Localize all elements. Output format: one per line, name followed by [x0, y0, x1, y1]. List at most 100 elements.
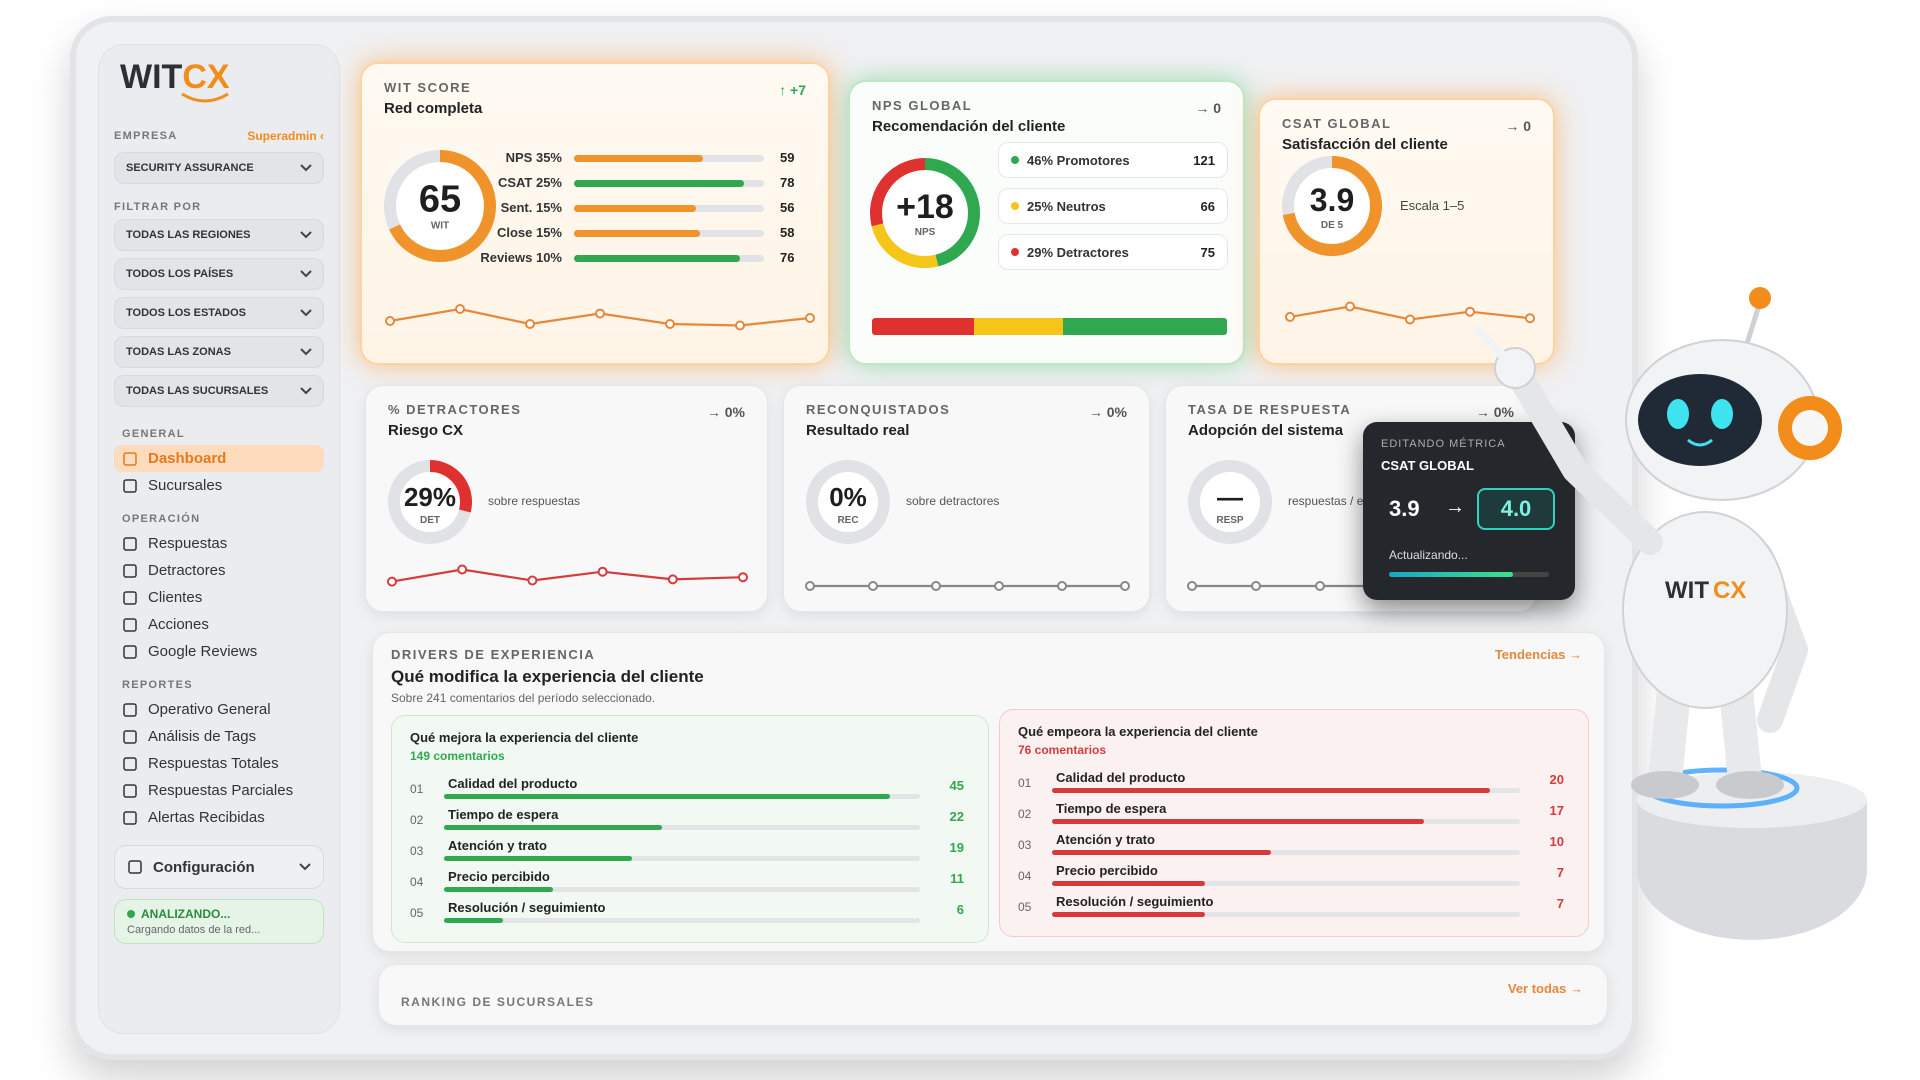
filter-text: TODOS LOS ESTADOS — [126, 307, 246, 319]
icon-shape — [123, 810, 137, 825]
sparkline-dot — [1405, 314, 1415, 325]
sparkline-dot — [1525, 313, 1535, 324]
driver-label: Tiempo de espera — [448, 807, 559, 822]
driver-rank: 04 — [410, 875, 424, 889]
driver-label: Atención y trato — [1056, 832, 1155, 847]
nav-icon — [123, 617, 137, 632]
sparkline-dot — [931, 581, 941, 591]
gauge-arc — [384, 150, 496, 262]
card-delta: → 0% — [1475, 404, 1514, 420]
driver-rank: 03 — [410, 844, 424, 858]
driver-label: Calidad del producto — [448, 776, 578, 791]
driver-label: Tiempo de espera — [1056, 801, 1167, 816]
filter-select[interactable]: TODAS LAS REGIONES — [114, 219, 324, 251]
filter-select[interactable]: TODAS LAS ZONAS — [114, 336, 324, 368]
card-label: CSAT GLOBAL — [1282, 116, 1392, 131]
card-title: Riesgo CX — [388, 422, 464, 439]
filter-select[interactable]: TODOS LOS PAÍSES — [114, 258, 324, 290]
driver-label: Resolución / seguimiento — [448, 900, 606, 915]
nav-item[interactable]: Operativo General — [114, 696, 324, 723]
company-name: SECURITY ASSURANCE — [126, 162, 254, 174]
nav-item[interactable]: Acciones — [114, 611, 324, 638]
sparkline — [385, 304, 815, 331]
nav-item[interactable]: Sucursales — [114, 472, 324, 499]
status-text: Cargando datos de la red... — [127, 924, 261, 936]
driver-value: 17 — [1549, 803, 1564, 818]
filter-select[interactable]: TODAS LAS SUCURSALES — [114, 375, 324, 407]
driver-label: Precio percibido — [448, 869, 550, 884]
robot-logo-wit: WIT — [1665, 577, 1709, 604]
icon-shape — [123, 756, 137, 771]
ranking-link[interactable]: Ver todas → — [1507, 981, 1583, 996]
logo-swoosh — [181, 92, 229, 103]
driver-rank: 01 — [410, 782, 424, 796]
nav-text: Respuestas — [148, 535, 228, 552]
nav-text: Alertas Recibidas — [148, 809, 265, 826]
card-delta: → 0 — [1195, 100, 1221, 116]
driver-label: Calidad del producto — [1056, 770, 1186, 785]
editor-label: EDITANDO MÉTRICA — [1381, 438, 1506, 450]
card-label: % DETRACTORES — [388, 402, 522, 417]
nav-icon — [123, 451, 137, 466]
nav-item[interactable]: Respuestas Totales — [114, 750, 324, 777]
driver-bar — [444, 825, 663, 830]
nav-item[interactable]: Respuestas Parciales — [114, 777, 324, 804]
ranking-title: RANKING DE SUCURSALES — [401, 995, 595, 1009]
robot-eye — [1711, 399, 1733, 429]
nps-label: 29% Detractores — [1027, 244, 1129, 260]
drivers-label: DRIVERS DE EXPERIENCIA — [391, 647, 596, 662]
robot-arm-pointing — [1509, 367, 1663, 555]
driver-rank: 05 — [1018, 900, 1032, 914]
robot-logo-cx: CX — [1713, 577, 1746, 604]
nav-item[interactable]: Respuestas — [114, 530, 324, 557]
driver-track — [444, 825, 920, 830]
driver-rank: 02 — [410, 813, 424, 827]
editor-to[interactable]: 4.0 — [1477, 488, 1555, 530]
nav-item[interactable]: Dashboard — [114, 445, 324, 472]
status-title: ANALIZANDO... — [127, 907, 311, 921]
nav-text: Detractores — [148, 562, 226, 579]
driver-panel-title: Qué empeora la experiencia del cliente — [1018, 724, 1258, 739]
filter-select[interactable]: TODOS LOS ESTADOS — [114, 297, 324, 329]
card-title: Recomendación del cliente — [872, 118, 1066, 135]
robot: WIT CX — [1473, 287, 1867, 940]
driver-track — [1052, 912, 1520, 917]
nav-icon — [128, 860, 142, 874]
nav-item[interactable]: Google Reviews — [114, 638, 324, 665]
nav-item[interactable]: Clientes — [114, 584, 324, 611]
nav-item[interactable]: Alertas Recibidas — [114, 804, 324, 831]
nav-icon — [123, 810, 137, 825]
metric-value: 59 — [780, 150, 795, 165]
driver-rank: 01 — [1018, 776, 1032, 790]
chevron-icon — [300, 270, 312, 278]
status-box: ANALIZANDO... Cargando datos de la red... — [114, 899, 324, 944]
sparkline-dot — [385, 316, 395, 326]
nps-row: 25% Neutros 66 — [998, 188, 1228, 224]
nav-icon — [123, 783, 137, 798]
sparkline-line — [391, 568, 744, 583]
driver-panel-count: 149 comentarios — [410, 749, 505, 763]
filter-text: TODAS LAS SUCURSALES — [126, 385, 269, 397]
role[interactable]: Superadmin ‹ — [247, 129, 324, 143]
icon-shape — [123, 617, 137, 632]
trends-link[interactable]: Tendencias → — [1494, 647, 1582, 662]
chevron-path — [300, 348, 312, 356]
driver-label: Atención y trato — [448, 838, 547, 853]
driver-panel-count: 76 comentarios — [1018, 743, 1107, 757]
card-delta: ↑ +7 — [779, 82, 806, 98]
nav-item[interactable]: Análisis de Tags — [114, 723, 324, 750]
nav-icon — [123, 644, 137, 659]
settings-button[interactable]: Configuración — [114, 845, 324, 889]
card-title: Resultado real — [806, 422, 910, 439]
nav-item[interactable]: Detractores — [114, 557, 324, 584]
company-select[interactable]: SECURITY ASSURANCE — [114, 152, 324, 184]
kpi-card: RECONQUISTADOS Resultado real → 0% 0% REC sob… — [783, 385, 1150, 612]
card-delta: → 0% — [706, 404, 745, 420]
chevron-icon — [300, 231, 312, 239]
sparkline-dot — [738, 572, 748, 583]
driver-track — [1052, 850, 1520, 855]
driver-bar — [444, 856, 633, 861]
nav-icon — [123, 756, 137, 771]
sparkline-dot — [1315, 581, 1325, 591]
